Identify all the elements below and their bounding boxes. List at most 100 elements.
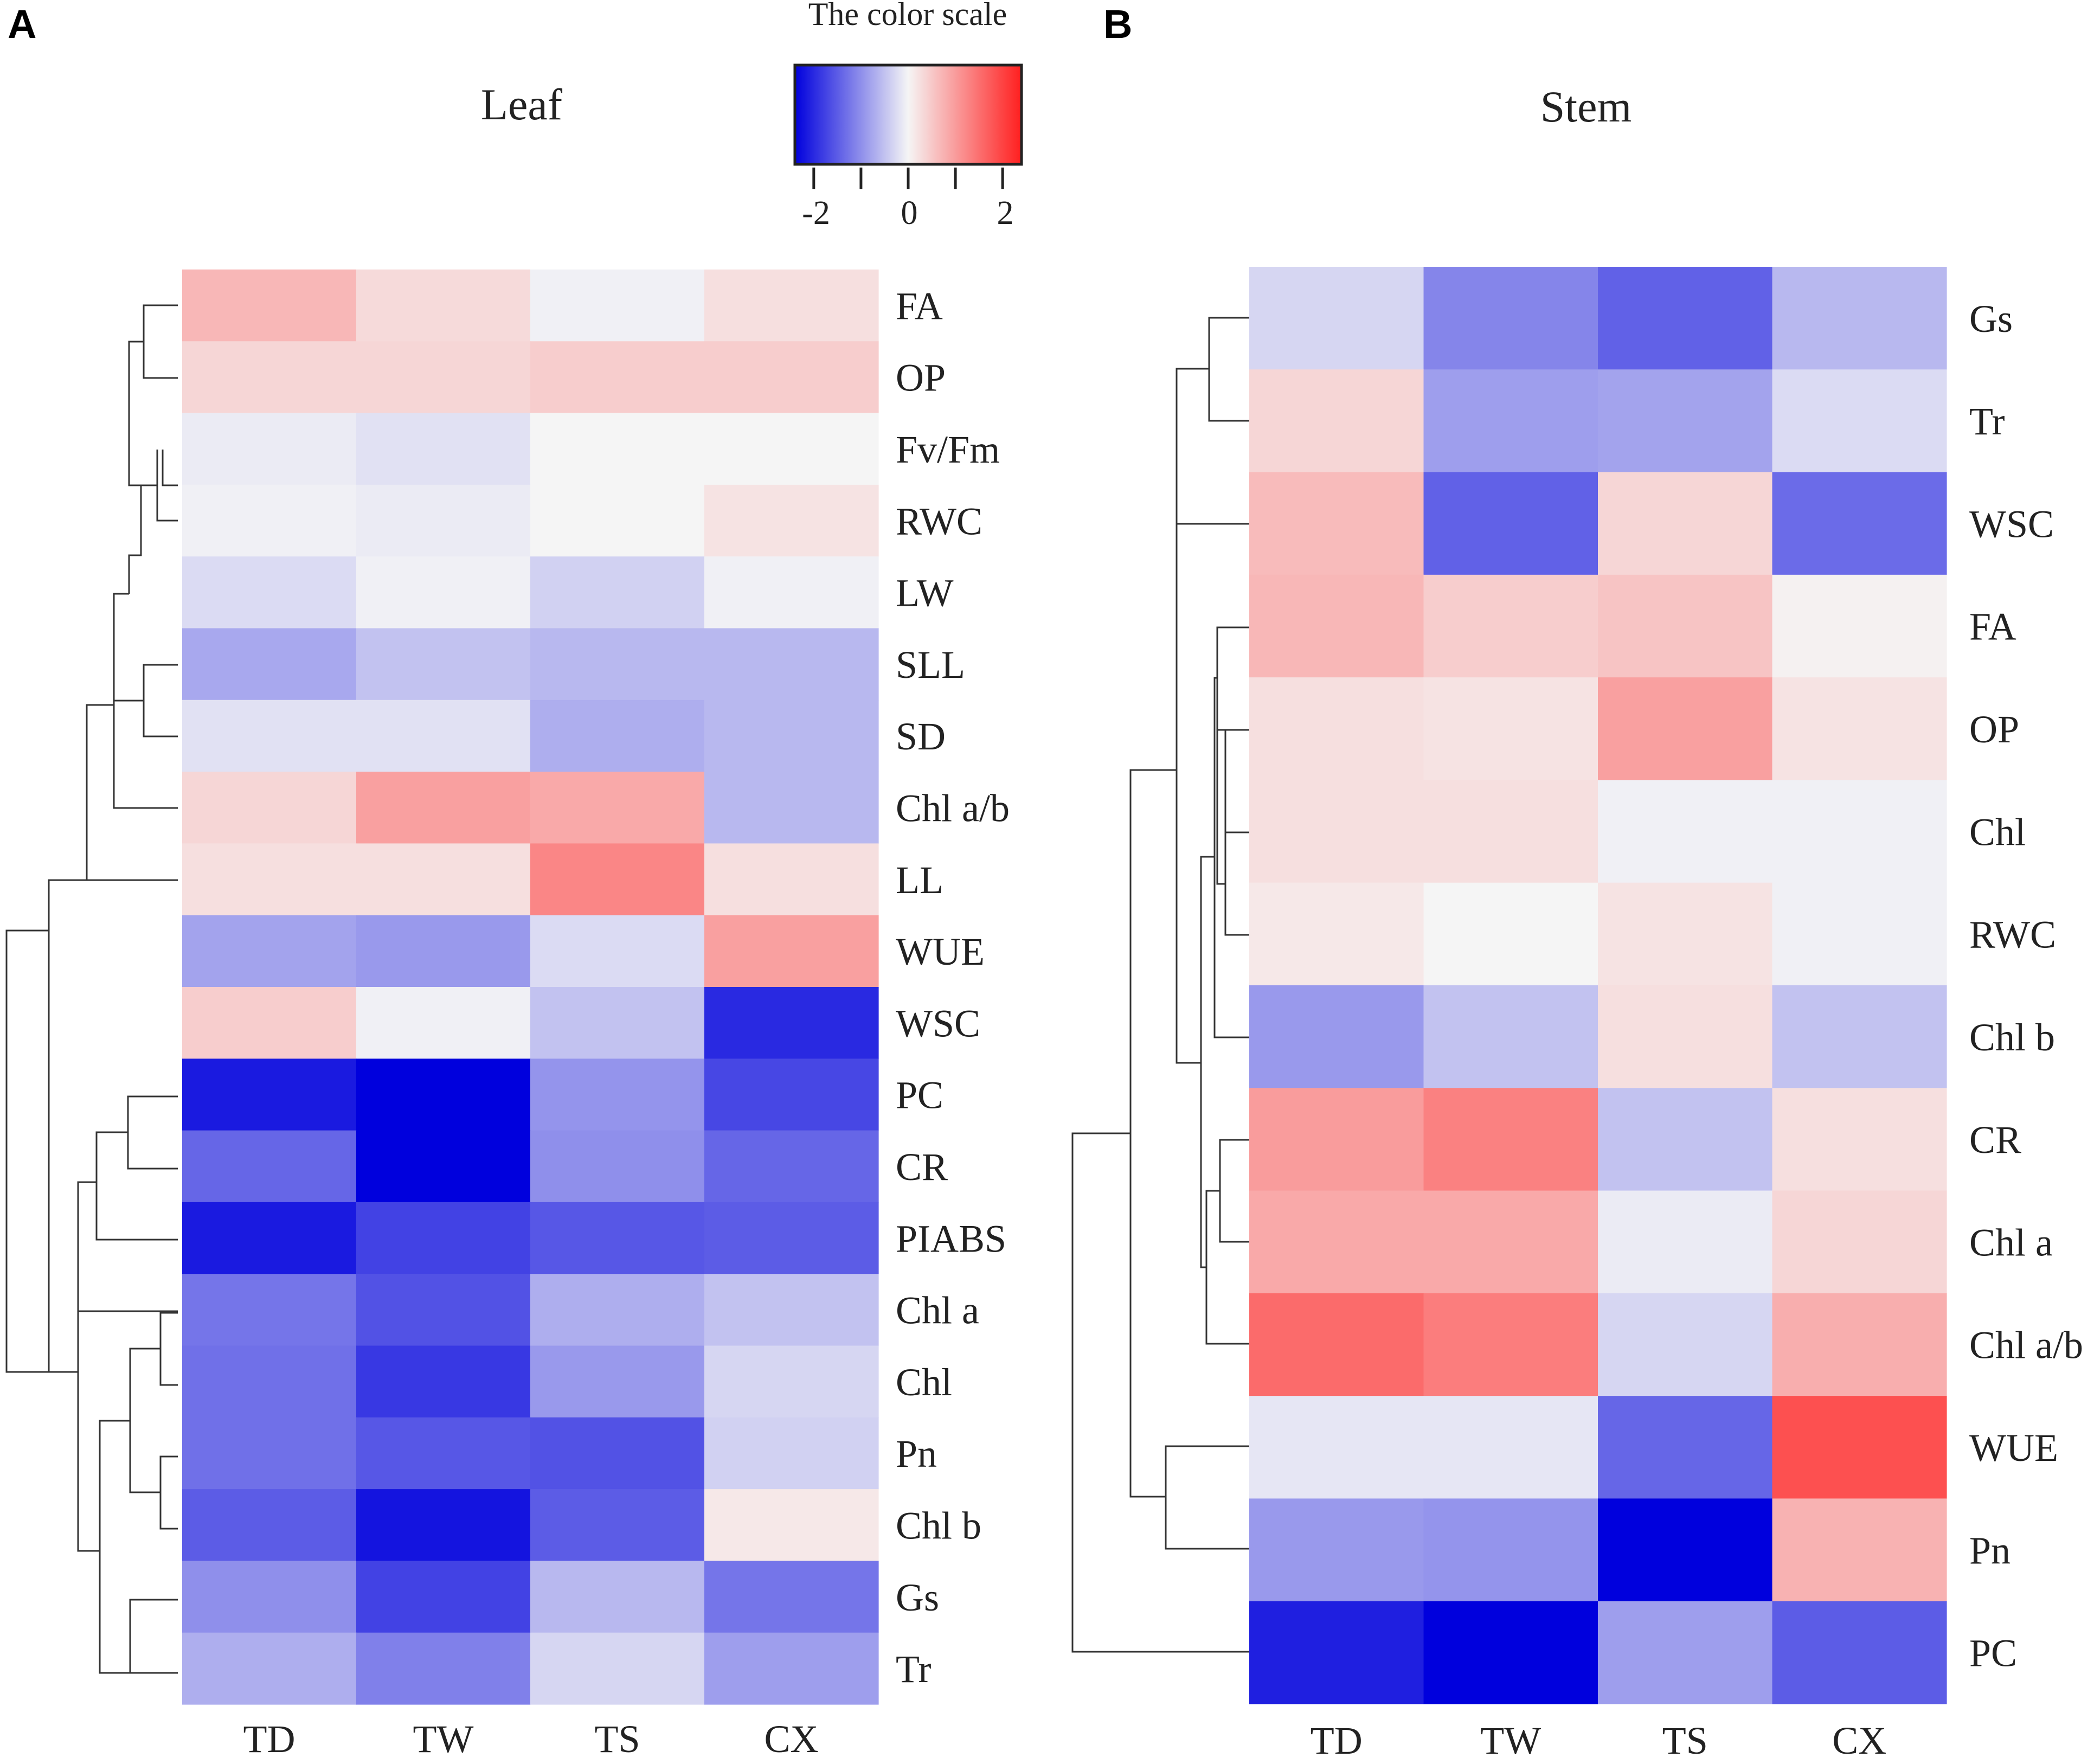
heatmap-cell-wue-ts [1598, 1396, 1773, 1499]
heatmap-cell-chl-b-ts [1598, 985, 1773, 1088]
heatmap-cell-tr-tw [356, 1632, 531, 1705]
heatmap-cell-chl-b-tw [1423, 985, 1598, 1088]
heatmap-cell-lw-ts [530, 556, 705, 629]
stem-dendrogram [1071, 317, 1249, 1653]
column-label-tw: TW [1480, 1719, 1541, 1762]
heatmap-cell-wue-cx [704, 915, 879, 987]
row-label-wsc: WSC [1969, 502, 2054, 546]
heatmap-cell-sll-tw [356, 628, 531, 701]
row-label-chl-b: Chl b [896, 1504, 981, 1547]
row-label-tr: Tr [896, 1647, 931, 1691]
heatmap-cell-tr-cx [704, 1632, 879, 1705]
row-label-fa: FA [896, 284, 943, 328]
row-label-chl: Chl [1969, 810, 2026, 854]
heatmap-cell-tr-tw [1423, 369, 1598, 473]
heatmap-cell-gs-td [1249, 267, 1424, 370]
heatmap-cell-chl-a-cx [1772, 1190, 1947, 1294]
heatmap-cell-pc-ts [530, 1059, 705, 1131]
heatmap-cell-chl-cx [1772, 780, 1947, 883]
panel-letter-b: B [1103, 2, 1132, 47]
heatmap-cell-sll-ts [530, 628, 705, 701]
row-label-ll: LL [896, 858, 943, 902]
heatmap-cell-fv-fm-ts [530, 413, 705, 485]
row-label-pn: Pn [1969, 1529, 2011, 1572]
heatmap-cell-fv-fm-tw [356, 413, 531, 485]
heatmap-cell-chl-a-tw [1423, 1190, 1598, 1294]
heatmap-cell-op-tw [1423, 677, 1598, 781]
heatmap-cell-op-tw [356, 341, 531, 414]
heatmap-cell-fa-cx [704, 270, 879, 342]
color-scale-tick-label-0: 0 [901, 195, 918, 232]
heatmap-cell-rwc-tw [1423, 882, 1598, 986]
heatmap-cell-tr-ts [1598, 369, 1773, 473]
heatmap-cell-fv-fm-td [182, 413, 357, 485]
heatmap-cell-chl-tw [356, 1345, 531, 1418]
heatmap-cell-pc-td [1249, 1601, 1424, 1704]
heatmap-cell-sd-td [182, 700, 357, 772]
heatmap-cell-op-cx [1772, 677, 1947, 781]
heatmap-cell-pc-cx [704, 1059, 879, 1131]
column-label-tw: TW [413, 1717, 474, 1761]
heatmap-cell-gs-tw [1423, 267, 1598, 370]
heatmap-cell-chl-b-td [1249, 985, 1424, 1088]
row-label-wue: WUE [896, 930, 985, 973]
color-scale-ticks [812, 168, 1004, 189]
heatmap-cell-tr-td [182, 1632, 357, 1705]
heatmap-cell-pn-ts [1598, 1498, 1773, 1602]
color-scale-tick-label-2: 2 [997, 195, 1014, 232]
heatmap-cell-lw-cx [704, 556, 879, 629]
leaf-heatmap: FA OP Fv/Fm RWC LW SLL SD Chl a/b LL WUE WSC PC CR PI… [182, 270, 1010, 1761]
row-label-sd: SD [896, 715, 946, 758]
column-label-ts: TS [1662, 1719, 1708, 1762]
panel-letter-a: A [8, 2, 36, 47]
heatmap-cell-wsc-td [1249, 472, 1424, 575]
column-label-cx: CX [1832, 1719, 1886, 1762]
heatmap-cell-fa-cx [1772, 574, 1947, 678]
heatmap-cell-chl-b-cx [1772, 985, 1947, 1088]
heatmap-cell-op-ts [530, 341, 705, 414]
heatmap-cell-rwc-td [182, 484, 357, 557]
heatmap-cell-wsc-tw [1423, 472, 1598, 575]
heatmap-cell-chl-td [182, 1345, 357, 1418]
heatmap-cell-rwc-cx [704, 484, 879, 557]
heatmap-cell-lw-td [182, 556, 357, 629]
heatmap-cell-rwc-tw [356, 484, 531, 557]
heatmap-cell-cr-td [182, 1130, 357, 1203]
color-scale-bar [793, 63, 1023, 166]
heatmap-cell-rwc-td [1249, 882, 1424, 986]
heatmap-cell-wue-tw [356, 915, 531, 987]
row-label-rwc: RWC [896, 499, 982, 543]
heatmap-cell-chl-td [1249, 780, 1424, 883]
heatmap-cell-chl-b-cx [704, 1489, 879, 1561]
heatmap-cell-gs-ts [530, 1561, 705, 1633]
row-label-cr: CR [896, 1145, 948, 1189]
heatmap-cell-piabs-tw [356, 1202, 531, 1274]
heatmap-cell-gs-cx [704, 1561, 879, 1633]
heatmap-cell-wsc-cx [704, 987, 879, 1059]
heatmap-cell-op-ts [1598, 677, 1773, 781]
heatmap-cell-wsc-cx [1772, 472, 1947, 575]
heatmap-cell-wsc-ts [530, 987, 705, 1059]
heatmap-cell-pc-tw [1423, 1601, 1598, 1704]
row-label-pn: Pn [896, 1432, 937, 1476]
heatmap-cell-fa-td [182, 270, 357, 342]
heatmap-cell-piabs-td [182, 1202, 357, 1274]
row-label-chl-a: Chl a [896, 1289, 979, 1332]
row-label-wue: WUE [1969, 1426, 2058, 1470]
heatmap-cell-wue-td [1249, 1396, 1424, 1499]
heatmap-cell-pn-cx [704, 1417, 879, 1490]
heatmap-cell-pn-td [182, 1417, 357, 1490]
heatmap-cell-sd-tw [356, 700, 531, 772]
heatmap-cell-chl-a-b-tw [1423, 1293, 1598, 1396]
row-label-chl: Chl [896, 1361, 952, 1404]
heatmap-cell-chl-a-ts [1598, 1190, 1773, 1294]
row-label-op: OP [896, 356, 946, 400]
heatmap-cell-pc-td [182, 1059, 357, 1131]
heatmap-cell-chl-ts [1598, 780, 1773, 883]
heatmap-cell-sd-cx [704, 700, 879, 772]
column-label-td: TD [1311, 1719, 1363, 1762]
heatmap-cell-gs-td [182, 1561, 357, 1633]
heatmap-cell-ll-cx [704, 843, 879, 916]
row-label-chl-a: Chl a [1969, 1221, 2053, 1264]
